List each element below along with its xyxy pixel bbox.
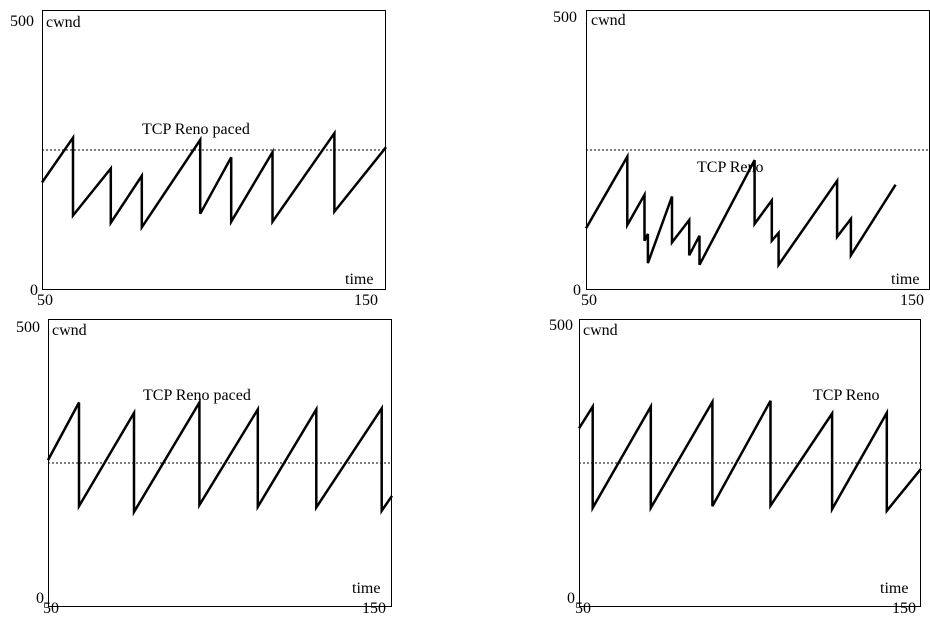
cwnd-series-line [577, 397, 922, 515]
chart-panel-1: 500 0 50 150 cwnd time TCP Reno paced [0, 0, 465, 310]
y-tick-max: 500 [16, 319, 40, 336]
y-tick-max: 500 [553, 9, 577, 26]
series-annotation: TCP Reno paced [143, 387, 251, 404]
y-tick-min: 0 [573, 282, 581, 299]
series-annotation: TCP Reno paced [142, 121, 250, 138]
y-axis-label: cwnd [52, 322, 87, 339]
x-tick-min: 50 [581, 292, 597, 309]
y-tick-min: 0 [36, 590, 44, 607]
y-axis-label: cwnd [591, 12, 626, 29]
series-annotation: TCP Reno [813, 387, 880, 404]
x-axis-label: time [345, 271, 374, 288]
y-tick-max: 500 [10, 13, 34, 30]
plot-area [40, 129, 387, 232]
plot-area [577, 397, 922, 515]
y-tick-min: 0 [567, 590, 575, 607]
x-tick-min: 50 [43, 600, 59, 617]
y-axis-label: cwnd [46, 14, 81, 31]
x-tick-max: 150 [900, 292, 924, 309]
chart-panel-3: 500 0 50 150 cwnd time TCP Reno paced [0, 310, 465, 618]
plot-area [46, 397, 394, 517]
plot-area [584, 149, 930, 269]
x-axis-label: time [880, 580, 909, 597]
x-tick-max: 150 [354, 292, 378, 309]
chart-panel-4: 500 0 50 150 cwnd time TCP Reno [465, 310, 930, 618]
y-tick-min: 0 [30, 282, 38, 299]
y-tick-max: 500 [549, 317, 573, 334]
x-axis-label: time [352, 580, 381, 597]
y-axis-label: cwnd [583, 322, 618, 339]
chart-panel-2: 500 0 50 150 cwnd time TCP Reno [465, 0, 930, 310]
cwnd-series-line [46, 397, 394, 517]
cwnd-series-line [584, 152, 897, 269]
cwnd-series-line [40, 129, 387, 232]
x-tick-min: 50 [575, 600, 591, 617]
x-tick-max: 150 [362, 600, 386, 617]
x-axis-label: time [891, 271, 920, 288]
series-annotation: TCP Reno [697, 159, 764, 176]
x-tick-max: 150 [892, 600, 916, 617]
x-tick-min: 50 [37, 292, 53, 309]
